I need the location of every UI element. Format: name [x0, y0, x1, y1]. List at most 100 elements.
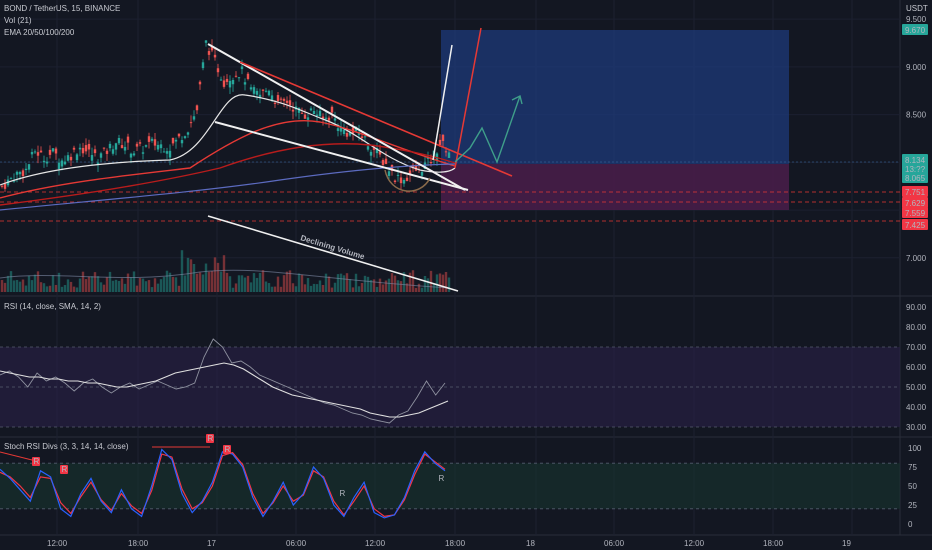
- volume-bar: [441, 274, 445, 292]
- volume-bars: [0, 250, 451, 292]
- rsi-tick-label: 40.00: [906, 403, 927, 412]
- candle-body: [234, 75, 238, 77]
- candle-body: [375, 148, 379, 154]
- price-label-bg: [902, 186, 928, 197]
- volume-bar: [339, 273, 343, 292]
- candle-body: [189, 122, 193, 124]
- symbol-title[interactable]: BOND / TetherUS, 15, BINANCE: [4, 4, 121, 13]
- volume-bar: [186, 257, 190, 292]
- volume-bar: [372, 279, 376, 292]
- candle-body: [114, 143, 118, 150]
- stoch-k-line: [0, 448, 446, 519]
- volume-bar: [282, 275, 286, 292]
- candle-body: [195, 105, 199, 111]
- candle-body: [228, 80, 232, 88]
- candle-body: [162, 151, 166, 153]
- volume-bar: [333, 282, 337, 292]
- time-tick-label: 18: [526, 539, 535, 548]
- volume-bar: [216, 262, 220, 292]
- candle-body: [81, 147, 85, 154]
- volume-bar: [411, 270, 415, 292]
- volume-bar: [291, 283, 295, 292]
- candle-body: [381, 159, 385, 165]
- time-tick-label: 18:00: [128, 539, 149, 548]
- candle-body: [249, 87, 253, 90]
- candle-body: [363, 136, 367, 138]
- volume-bar: [258, 272, 262, 292]
- time-axis: 12:00 18:00 17 06:00 12:00 18:00 18 06:00 12:00 1…: [47, 539, 851, 548]
- volume-bar: [312, 283, 316, 292]
- volume-bar: [231, 287, 235, 292]
- wedge-lower-line: [214, 121, 469, 191]
- divergence-marker: R: [439, 474, 445, 483]
- candle-body: [387, 171, 391, 176]
- volume-bar: [174, 277, 178, 292]
- candle-body: [129, 153, 133, 158]
- candle-body: [285, 100, 289, 103]
- volume-bar: [201, 274, 205, 292]
- volume-bar: [255, 277, 259, 292]
- volume-bar: [243, 277, 247, 292]
- stoch-tick-label: 75: [908, 463, 917, 472]
- candle-body: [390, 164, 394, 171]
- candle-body: [3, 183, 7, 189]
- volume-bar: [294, 286, 298, 292]
- candle-body: [45, 161, 49, 164]
- price-label-bg: [902, 163, 928, 174]
- candle-body: [336, 128, 340, 131]
- volume-bar: [12, 280, 16, 292]
- candle-body: [204, 40, 208, 43]
- price-label-bg: [902, 24, 928, 35]
- rsi-tick-label: 50.00: [906, 383, 927, 392]
- candle-body: [39, 150, 43, 153]
- volume-bar: [135, 285, 139, 292]
- volume-bar: [315, 284, 319, 292]
- candle-body: [291, 109, 295, 112]
- rsi-tick-label: 70.00: [906, 343, 927, 352]
- divergence-marker-bg: [206, 434, 214, 443]
- candle-body: [405, 177, 409, 182]
- trend-drawings: Declining Volume: [207, 27, 523, 292]
- volume-bar: [48, 285, 52, 292]
- stoch-indicator-label[interactable]: Stoch RSI Divs (3, 3, 14, 14, close): [4, 442, 129, 451]
- volume-bar: [261, 270, 265, 292]
- volume-bar: [102, 284, 106, 292]
- stoch-tick-label: 0: [908, 520, 913, 529]
- candle-body: [12, 180, 16, 182]
- candle-body: [156, 144, 160, 150]
- volume-bar: [324, 273, 328, 292]
- candle-body: [105, 150, 109, 154]
- candle-body: [141, 152, 145, 154]
- price-label: 7.425: [905, 221, 926, 230]
- volume-bar: [222, 255, 226, 292]
- candle-body: [342, 129, 346, 134]
- volume-bar: [429, 270, 433, 292]
- candle-body: [102, 147, 106, 149]
- divergence-marker: R: [225, 445, 231, 454]
- candle-body: [210, 46, 214, 51]
- candle-body: [24, 168, 28, 171]
- rsi-line: [0, 338, 446, 424]
- candle-body: [258, 94, 262, 98]
- projection-path: [454, 95, 521, 164]
- volume-bar: [54, 284, 58, 292]
- volume-bar: [438, 273, 442, 292]
- candle-body: [90, 155, 94, 161]
- volume-bar: [246, 275, 250, 292]
- candle-body: [72, 147, 76, 150]
- rsi-indicator-label[interactable]: RSI (14, close, SMA, 14, 2): [4, 302, 101, 311]
- volume-indicator-label[interactable]: Vol (21): [4, 16, 32, 25]
- volume-bar: [72, 286, 76, 292]
- candle-body: [48, 149, 52, 155]
- candle-body: [333, 118, 337, 121]
- ema-indicator-label[interactable]: EMA 20/50/100/200: [4, 28, 75, 37]
- volume-bar: [444, 271, 448, 292]
- divergence-marker: R: [208, 434, 214, 443]
- volume-bar: [6, 275, 10, 292]
- candle-body: [42, 160, 46, 163]
- volume-bar: [126, 273, 130, 292]
- candle-body: [360, 136, 364, 138]
- volume-bar: [270, 286, 274, 292]
- wedge-upper-line: [207, 43, 466, 191]
